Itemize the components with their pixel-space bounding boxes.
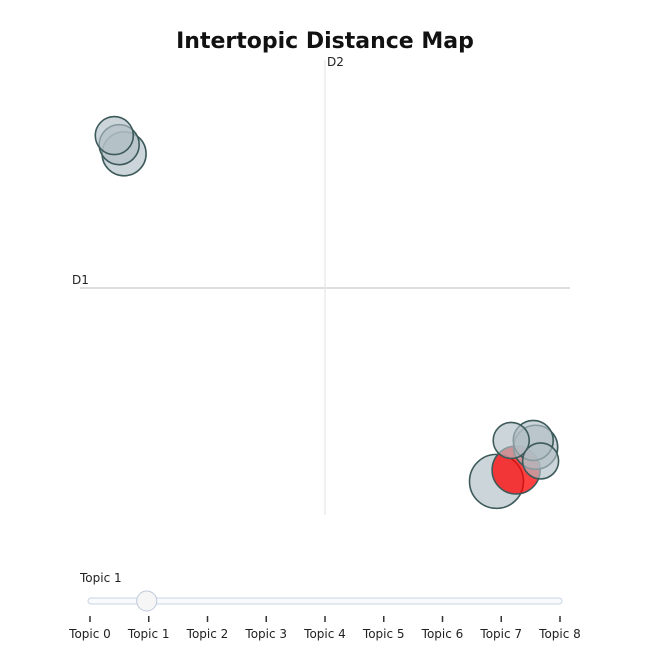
bubbles-group (94, 115, 560, 510)
slider-current-value: Topic 1 (79, 571, 122, 585)
y-axis-label: D2 (327, 55, 344, 69)
slider-step-label[interactable]: Topic 1 (127, 627, 170, 641)
slider-ticks: Topic 0 Topic 1 Topic 2 Topic 3 Topic 4 Topic… (68, 616, 581, 641)
plot-area: D1 D2 (72, 55, 570, 515)
slider-step-label[interactable]: Topic 6 (421, 627, 464, 641)
slider-step-label[interactable]: Topic 4 (303, 627, 346, 641)
chart-title: Intertopic Distance Map (176, 29, 474, 54)
slider-step-label[interactable]: Topic 5 (362, 627, 405, 641)
x-axis-label: D1 (72, 273, 89, 287)
slider-step-label[interactable]: Topic 3 (244, 627, 287, 641)
topic-slider[interactable]: Topic 1 Topic 0 Topic 1 Topic 2 Topic 3 Topi… (68, 571, 581, 641)
slider-step-label[interactable]: Topic 8 (538, 627, 581, 641)
topic-bubble-topic-4[interactable] (492, 421, 531, 460)
slider-track[interactable] (87, 597, 563, 605)
slider-step-label[interactable]: Topic 0 (68, 627, 111, 641)
slider-step-label[interactable]: Topic 7 (479, 627, 522, 641)
slider-handle[interactable] (136, 590, 158, 612)
slider-step-label[interactable]: Topic 2 (186, 627, 229, 641)
topic-bubble-topic-8[interactable] (94, 115, 135, 156)
topic-bubble-topic-5[interactable] (521, 442, 560, 480)
